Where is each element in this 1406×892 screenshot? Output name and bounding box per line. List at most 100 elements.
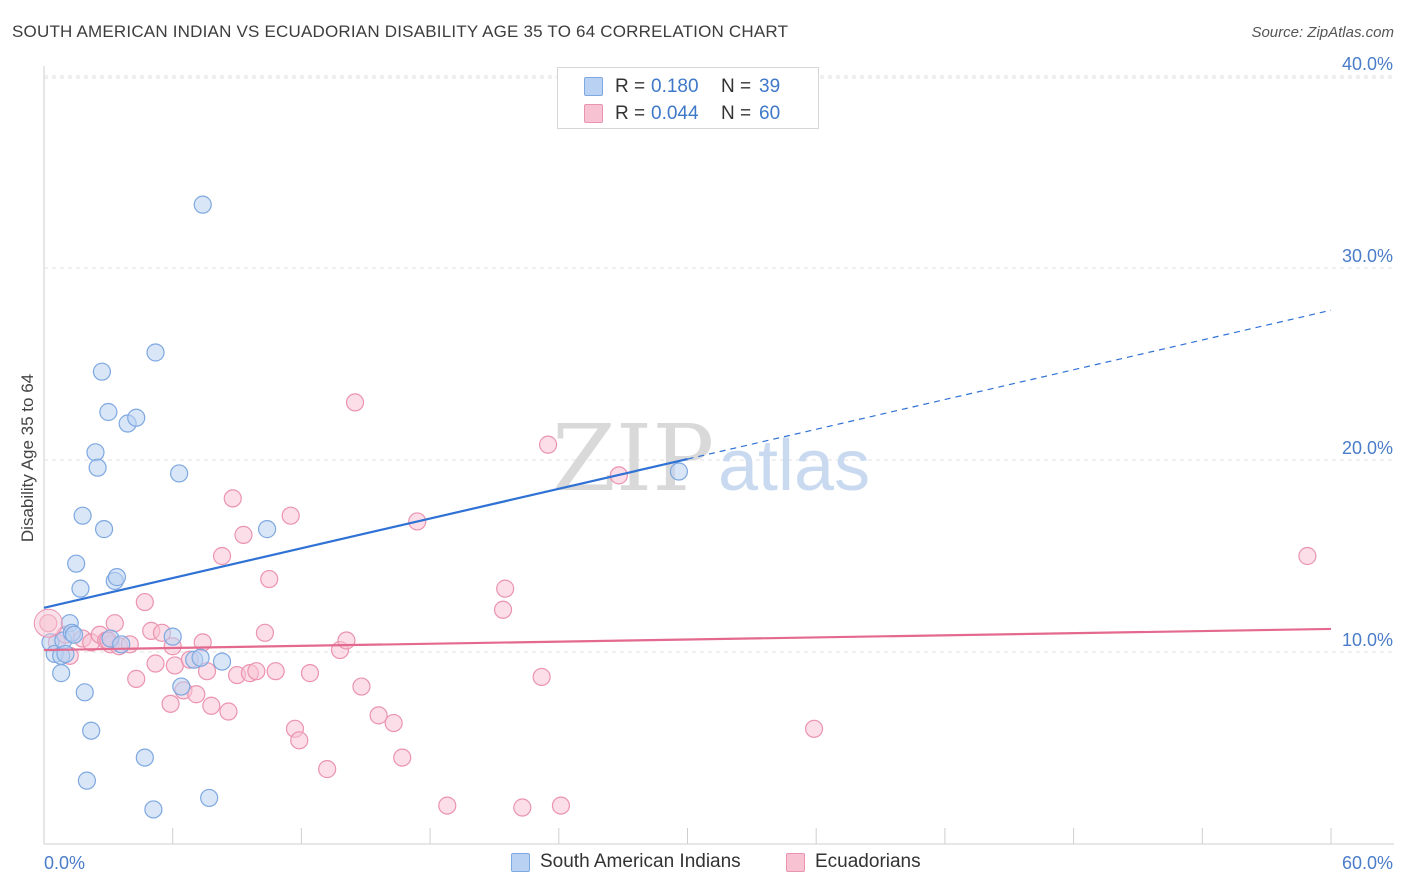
point-ecuadorian (513, 798, 532, 817)
x-tick-label: 60.0% (1342, 853, 1393, 873)
legend-row-south-american-indians: R = 0.180 N = 39 (558, 73, 780, 100)
point-ecuadorian (438, 796, 457, 815)
point-south-american-indian (212, 652, 232, 671)
point-south-american-indian (99, 402, 118, 422)
point-ecuadorian (393, 748, 412, 767)
trend-line-ecuadorians (43, 627, 1332, 652)
point-ecuadorian (345, 393, 365, 412)
point-ecuadorian (493, 600, 513, 619)
x-tick-label: 0.0% (44, 853, 85, 873)
point-south-american-indian (112, 635, 131, 654)
point-ecuadorian (538, 435, 558, 454)
point-ecuadorian (212, 546, 232, 566)
point-south-american-indian (52, 664, 71, 683)
n-value: 60 (759, 102, 781, 124)
point-south-american-indian (56, 644, 75, 664)
point-ecuadorian (318, 760, 337, 779)
y-tick-label: 40.0% (1342, 54, 1393, 74)
point-ecuadorian (384, 713, 403, 733)
point-south-american-indian (67, 554, 86, 573)
point-ecuadorian (161, 694, 180, 713)
point-south-american-indian (107, 568, 127, 587)
point-ecuadorian (266, 662, 285, 681)
point-south-american-indian (73, 506, 92, 525)
watermark: ZIP atlas (552, 405, 870, 512)
point-south-american-indian (193, 195, 212, 214)
r-value: 0.044 (651, 102, 699, 124)
trend-line-south-american-indians-extension (687, 309, 1332, 460)
y-tick-label: 20.0% (1342, 438, 1393, 458)
legend-label: South American Indians (540, 851, 741, 872)
legend-label: Ecuadorians (815, 851, 921, 872)
legend-item-ecuadorians: Ecuadorians (786, 851, 921, 873)
point-ecuadorian (33, 608, 63, 638)
axes (43, 66, 1394, 845)
point-south-american-indian (163, 627, 182, 646)
point-ecuadorian (551, 796, 571, 815)
grid-lines (44, 75, 1394, 653)
point-ecuadorian (300, 664, 320, 683)
point-ecuadorian (352, 677, 371, 696)
n-label: N = (721, 75, 752, 97)
point-ecuadorian (135, 592, 154, 612)
point-south-american-indian (146, 343, 165, 362)
point-south-american-indian (170, 464, 189, 483)
chart-title: SOUTH AMERICAN INDIAN VS ECUADORIAN DISA… (12, 22, 789, 41)
data-points (33, 195, 1317, 819)
point-ecuadorian (260, 569, 279, 589)
point-south-american-indian (200, 788, 219, 808)
point-south-american-indian (77, 771, 97, 790)
r-label: R = (615, 75, 646, 97)
watermark-atlas: atlas (718, 426, 870, 506)
point-south-american-indian (64, 625, 84, 644)
point-south-american-indian (172, 677, 191, 696)
point-ecuadorian (219, 702, 238, 721)
point-south-american-indian (135, 748, 154, 767)
y-tick-label: 10.0% (1342, 630, 1393, 650)
point-ecuadorian (105, 614, 124, 633)
point-ecuadorian (496, 579, 515, 598)
r-label: R = (615, 102, 646, 124)
point-south-american-indian (88, 458, 107, 477)
source-label: Source: ZipAtlas.com (1251, 24, 1394, 41)
point-south-american-indian (92, 362, 112, 381)
point-south-american-indian (191, 648, 210, 667)
point-south-american-indian (86, 443, 105, 462)
point-ecuadorian (281, 506, 300, 525)
point-ecuadorian (337, 631, 356, 650)
series-legend: South American Indians Ecuadorians (0, 851, 1406, 877)
point-ecuadorian (202, 696, 221, 715)
point-ecuadorian (532, 667, 551, 687)
point-ecuadorian (146, 654, 165, 673)
point-south-american-indian (257, 520, 277, 539)
point-ecuadorian (234, 525, 253, 544)
point-south-american-indian (75, 683, 94, 702)
n-value: 39 (759, 75, 781, 97)
point-south-american-indian (71, 579, 90, 598)
point-south-american-indian (144, 800, 163, 819)
point-south-american-indian (669, 462, 689, 481)
y-tick-label: 30.0% (1342, 246, 1393, 266)
point-south-american-indian (127, 408, 146, 427)
point-ecuadorian (223, 489, 242, 508)
n-label: N = (721, 102, 752, 124)
point-ecuadorian (187, 685, 206, 704)
point-ecuadorian (1298, 546, 1317, 566)
point-ecuadorian (255, 623, 275, 642)
point-ecuadorian (804, 719, 824, 738)
trend-line-south-american-indians (43, 457, 688, 609)
blue-swatch (511, 852, 530, 872)
point-ecuadorian (369, 706, 388, 725)
blue-swatch (584, 77, 603, 96)
point-ecuadorian (127, 669, 146, 688)
point-ecuadorian (247, 662, 266, 681)
trend-lines (43, 309, 1332, 652)
point-south-american-indian (82, 721, 101, 740)
correlation-legend: R = 0.180 N = 39 R = 0.044 N = 60 (557, 67, 819, 129)
point-ecuadorian (290, 731, 309, 750)
tick-labels: 10.0% 20.0% 30.0% 40.0% 0.0% 60.0% (44, 54, 1393, 873)
pink-swatch (584, 104, 603, 123)
r-value: 0.180 (651, 75, 699, 97)
legend-row-ecuadorians: R = 0.044 N = 60 (558, 100, 780, 127)
